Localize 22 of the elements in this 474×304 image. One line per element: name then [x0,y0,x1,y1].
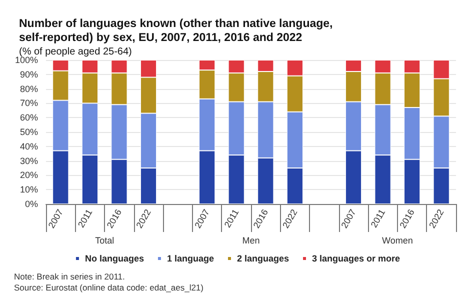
chart-title: Number of languages known (other than native language, self-reported) by sex, EU, 2007, 2011, 2016 and 2022 [19,18,336,44]
text: Note: Break in series in 2011. [14,272,125,282]
legend-label: 1 language [166,254,214,264]
y-tick-label: 0% [24,199,38,209]
chart-subtitle: (% of people aged 25-64) [19,46,132,58]
y-tick-label: 100% [14,55,38,65]
legend-label: 3 languages or more [312,254,400,264]
y-tick-label: 90% [20,69,38,80]
y-tick-label: 80% [20,84,38,94]
text: Total [95,236,114,246]
text: Men [242,236,260,246]
y-tick-label: 70% [20,98,38,108]
y-tick-label: 10% [20,184,38,195]
y-tick-label: 20% [20,170,38,180]
text: Women [382,236,413,246]
y-tick-label: 50% [20,127,38,137]
legend-label: 2 languages [236,254,290,264]
y-tick-label: 60% [20,112,38,123]
source-note: Source: Eurostat (online data code: edat_aes_l21) [14,282,204,292]
y-tick-label: 30% [20,156,38,166]
legend-label: No languages [84,254,144,264]
y-tick-label: 40% [20,141,38,152]
